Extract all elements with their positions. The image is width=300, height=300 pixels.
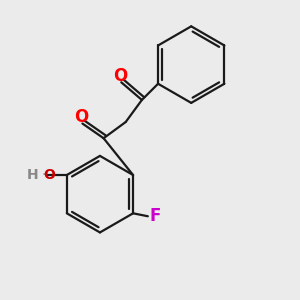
- Text: ·: ·: [41, 168, 45, 182]
- Text: H: H: [27, 168, 39, 182]
- Text: F: F: [149, 207, 161, 225]
- Text: O: O: [43, 168, 55, 182]
- Text: O: O: [113, 67, 127, 85]
- Text: O: O: [74, 108, 88, 126]
